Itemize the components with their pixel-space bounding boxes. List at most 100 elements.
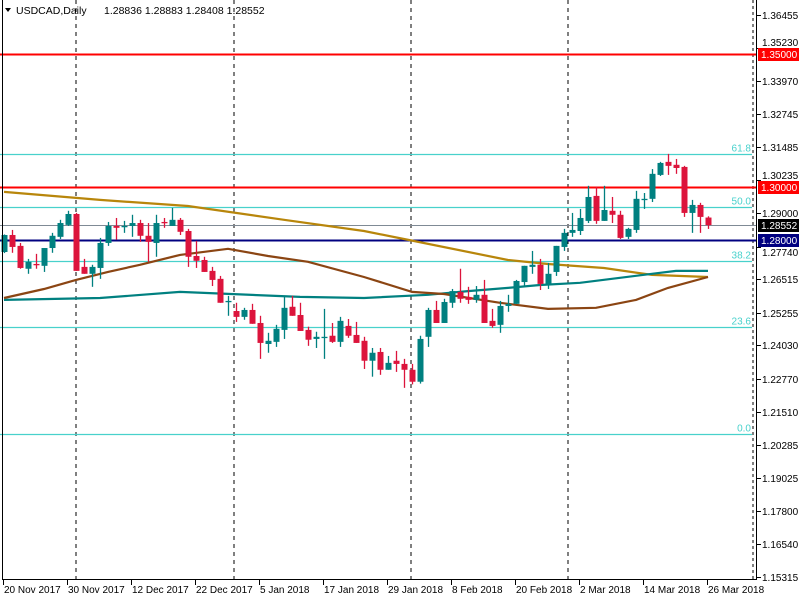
candle-body — [265, 340, 272, 344]
horizontal-levels[interactable] — [0, 53, 757, 242]
price-tick-label: 1.31485 — [762, 143, 799, 154]
price-tick-label: 1.25255 — [762, 309, 799, 320]
candle-body — [673, 164, 680, 168]
time-tick-label: 17 Jan 2018 — [324, 585, 379, 596]
price-tick-label: 1.33970 — [762, 77, 799, 88]
time-axis[interactable]: 20 Nov 2017 30 Nov 2017 12 Dec 2017 22 Dec … — [3, 580, 765, 596]
price-tick-label: 1.17800 — [762, 507, 799, 518]
time-tick-label: 8 Feb 2018 — [452, 585, 503, 596]
candle-body — [97, 242, 104, 268]
price-tick-label: 1.22770 — [762, 375, 799, 386]
candle-body — [569, 229, 576, 233]
ma-brown-line — [3, 247, 709, 311]
candle — [241, 307, 248, 320]
price-tick-label: 1.32745 — [762, 110, 799, 121]
candle-body — [1, 234, 8, 253]
candle-body — [369, 352, 376, 361]
candle — [57, 219, 64, 239]
candle-body — [305, 329, 312, 340]
candle — [49, 232, 56, 253]
candle — [633, 190, 640, 233]
candle — [137, 219, 144, 242]
resistance-1-30-tag — [758, 181, 799, 194]
candle-body — [641, 198, 648, 201]
candle-body — [233, 311, 240, 317]
candle — [1, 234, 8, 254]
candle — [561, 228, 568, 251]
candle — [81, 258, 88, 274]
candle — [505, 294, 512, 312]
candle-body — [665, 161, 672, 166]
candle — [177, 217, 184, 235]
candle — [601, 185, 608, 221]
candle-body — [169, 219, 176, 226]
candle — [89, 264, 96, 287]
candle — [649, 169, 656, 203]
candle-body — [273, 328, 280, 342]
symbol-label: USDCAD,Daily — [16, 5, 87, 17]
time-tick-label: 22 Dec 2017 — [196, 585, 253, 596]
candle-body — [377, 351, 384, 370]
candle-body — [465, 296, 472, 300]
current-price-tag-label: 1.28552 — [761, 221, 798, 232]
candle — [657, 161, 664, 176]
candle — [345, 318, 352, 338]
price-axis[interactable]: 1.36455 1.35230 1.33970 1.32745 1.31485 1.302… — [757, 11, 799, 584]
candle-body — [241, 309, 248, 317]
candle — [489, 308, 496, 328]
candle — [353, 321, 360, 343]
candle-body — [561, 232, 568, 247]
candle-body — [433, 309, 440, 323]
ma-teal-line — [3, 269, 708, 301]
candle-body — [401, 363, 408, 370]
candle — [529, 250, 536, 274]
candle — [313, 331, 320, 348]
candle — [681, 165, 688, 217]
candle-body — [89, 266, 96, 274]
candle-body — [425, 309, 432, 337]
candle — [257, 315, 264, 359]
candle — [665, 153, 672, 175]
ohlc-values: 1.28836 1.28883 1.28408 1.28552 — [104, 5, 265, 17]
candle — [225, 295, 232, 316]
candle-body — [409, 369, 416, 382]
candle — [593, 186, 600, 224]
collapse-triangle-icon[interactable] — [5, 8, 11, 12]
candle — [433, 300, 440, 323]
candle-body — [17, 245, 24, 268]
current-price-tag — [758, 219, 799, 232]
candle-body — [449, 291, 456, 303]
candle — [457, 268, 464, 303]
time-tick-label: 5 Jan 2018 — [260, 585, 310, 596]
candle — [153, 214, 160, 257]
candle-body — [545, 273, 552, 284]
candle-body — [697, 204, 704, 217]
candle — [553, 245, 560, 276]
candle-body — [41, 248, 48, 266]
candle-body — [361, 340, 368, 361]
candle — [569, 212, 576, 237]
candle — [337, 316, 344, 347]
candle — [193, 240, 200, 268]
candle — [273, 324, 280, 347]
moving-averages — [3, 190, 709, 311]
price-tick-label: 1.15315 — [762, 573, 799, 584]
candle — [697, 202, 704, 233]
candle-body — [353, 334, 360, 343]
time-tick-label: 26 Mar 2018 — [708, 585, 765, 596]
candle — [105, 221, 112, 246]
time-tick-label: 12 Dec 2017 — [132, 585, 189, 596]
candle — [449, 288, 456, 308]
x-axis-background — [0, 579, 800, 600]
candle-body — [25, 261, 32, 269]
candles — [1, 153, 712, 388]
candle — [169, 207, 176, 226]
candle-body — [457, 291, 464, 299]
candle-body — [137, 223, 144, 236]
fibonacci-levels[interactable]: 61.8 50.0 38.2 23.6 0.0 — [0, 144, 752, 436]
candle — [585, 185, 592, 224]
candle — [473, 286, 480, 303]
candle — [121, 220, 128, 233]
candle-body — [441, 301, 448, 323]
